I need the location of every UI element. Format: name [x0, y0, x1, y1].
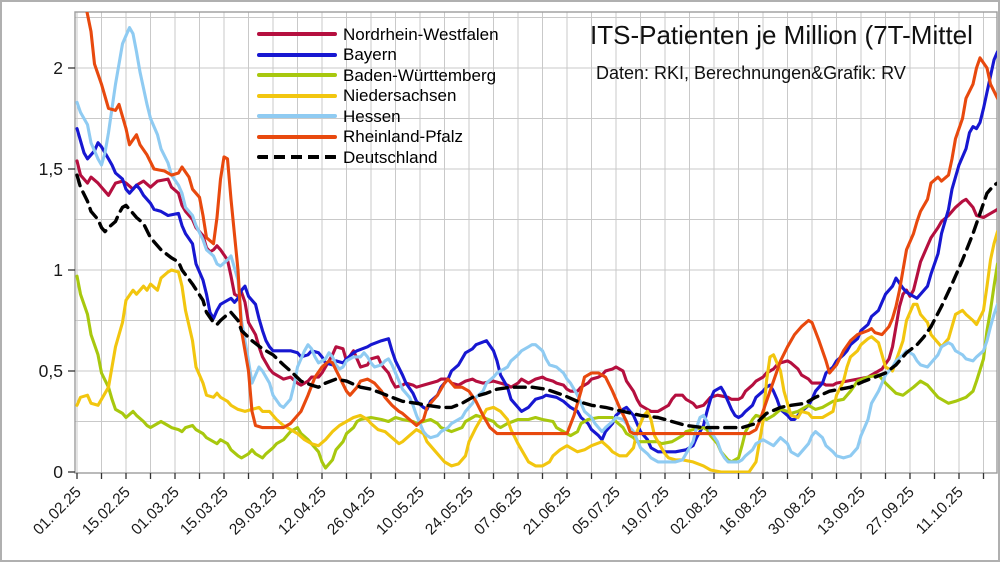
x-tick-label: 19.07.25 — [618, 484, 673, 539]
legend-item-niedersachsen: Niedersachsen — [257, 86, 499, 107]
legend-line-swatch — [257, 114, 337, 119]
x-tick-label: 11.10.25 — [913, 484, 967, 538]
x-tick-label: 29.03.25 — [226, 484, 281, 539]
x-tick-label: 15.03.25 — [177, 484, 232, 539]
legend-line-swatch — [257, 32, 337, 37]
legend-item-label: Hessen — [343, 106, 401, 126]
chart-legend: Nordrhein-Westfalen Bayern Baden-Württembe… — [257, 24, 499, 168]
x-tick-label: 15.02.25 — [79, 484, 134, 539]
x-tick-label: 27.09.25 — [863, 484, 918, 539]
legend-item-label: Deutschland — [343, 147, 438, 167]
x-tick-label: 10.05.25 — [373, 484, 428, 539]
y-tick-label: 1 — [53, 260, 63, 280]
series-line-nordrhein-westfalen — [75, 159, 997, 413]
x-tick-label: 26.04.25 — [324, 484, 379, 539]
legend-line-swatch — [257, 73, 337, 78]
x-tick-label: 12.04.25 — [275, 484, 330, 539]
legend-line-swatch — [257, 155, 337, 160]
series-line-rheinland-pfalz — [85, 12, 997, 436]
x-tick-label: 07.06.25 — [471, 484, 526, 539]
plot-frame — [74, 11, 998, 474]
y-tick-label: 2 — [53, 58, 63, 78]
x-tick-label: 01.02.25 — [30, 484, 85, 539]
series-line-niedersachsen — [75, 230, 997, 473]
legend-item-label: Rheinland-Pfalz — [343, 127, 464, 147]
legend-item-rheinland-pfalz: Rheinland-Pfalz — [257, 127, 499, 148]
chart-subtitle: Daten: RKI, Berechnungen&Grafik: RV — [596, 63, 906, 83]
y-tick-label: 0,5 — [39, 361, 63, 381]
series-line-deutschland — [75, 173, 997, 430]
y-tick-label: 0 — [53, 462, 63, 482]
y-tick-label: 1,5 — [39, 159, 63, 179]
x-tick-label: 16.08.25 — [716, 484, 771, 539]
legend-item-baden-w-rttemberg: Baden-Württemberg — [257, 65, 499, 86]
legend-line-swatch — [257, 93, 337, 98]
legend-line-swatch — [257, 134, 337, 139]
x-tick-label: 24.05.25 — [422, 484, 477, 539]
chart-title: ITS-Patienten je Million (7T-Mittel — [590, 20, 973, 50]
x-tick-label: 05.07.25 — [569, 484, 624, 539]
legend-item-label: Bayern — [343, 45, 397, 65]
x-tick-label: 30.08.25 — [765, 484, 820, 539]
legend-item-label: Nordrhein-Westfalen — [343, 24, 499, 44]
legend-line-swatch — [257, 52, 337, 57]
x-tick-label: 21.06.25 — [520, 484, 575, 539]
legend-item-label: Baden-Württemberg — [343, 65, 497, 85]
x-tick-label: 13.09.25 — [814, 484, 869, 539]
legend-item-bayern: Bayern — [257, 45, 499, 66]
legend-item-nordrhein-westfalen: Nordrhein-Westfalen — [257, 24, 499, 45]
series-line-bayern — [75, 50, 997, 454]
legend-item-hessen: Hessen — [257, 106, 499, 127]
legend-item-label: Niedersachsen — [343, 86, 457, 106]
x-tick-label: 02.08.25 — [667, 484, 722, 539]
legend-item-deutschland: Deutschland — [257, 147, 499, 168]
x-tick-label: 01.03.25 — [128, 484, 183, 539]
series-line-hessen — [75, 26, 997, 464]
